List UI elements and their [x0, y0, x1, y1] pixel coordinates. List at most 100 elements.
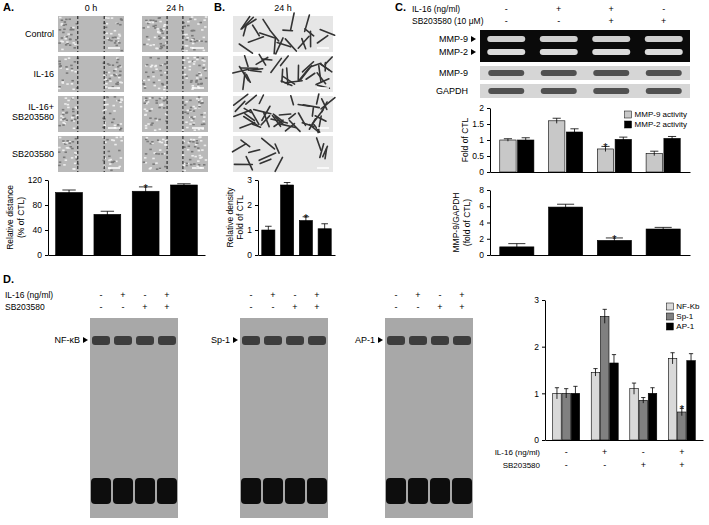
cell: [197, 23, 200, 25]
cell: [107, 63, 110, 65]
cell: [196, 142, 199, 144]
treatment-sign: -: [505, 16, 508, 26]
blot-band: [541, 88, 577, 94]
cell: [233, 144, 246, 152]
y-tick: 2: [479, 103, 490, 113]
cell: [254, 110, 271, 114]
cell: [158, 119, 161, 121]
gel-label: AP-1: [355, 335, 375, 345]
panel-label: B.: [214, 1, 225, 13]
cell: [160, 74, 163, 76]
cell: [303, 62, 314, 72]
bar: [518, 140, 534, 172]
cell: [75, 156, 78, 158]
cell: [69, 39, 72, 41]
cell: [66, 72, 69, 74]
y-tick: 0.5: [472, 151, 490, 161]
cell: [153, 82, 156, 84]
annotations: *: [612, 233, 617, 245]
cell: [195, 80, 198, 82]
y-tick: 40: [33, 225, 48, 235]
legend-item: MMP-2 activity: [625, 120, 687, 129]
cell: [158, 88, 161, 90]
bar: [678, 412, 686, 440]
cell: [120, 157, 123, 159]
cell: [105, 83, 108, 85]
cell: [233, 69, 249, 73]
cell: [119, 35, 122, 37]
treatment-sign: +: [164, 302, 169, 312]
cell: [155, 102, 158, 104]
bar: [639, 400, 647, 440]
cell: [62, 140, 65, 142]
row-label: Control: [25, 29, 54, 39]
cell: [204, 70, 207, 72]
treatment-sign: +: [459, 302, 464, 312]
cell: [66, 41, 69, 43]
treatment-sign: +: [314, 302, 319, 312]
cell: [154, 118, 157, 120]
cell: [143, 44, 146, 46]
cell: [158, 32, 161, 34]
error-bar-stem: [672, 353, 673, 364]
cell: [150, 167, 153, 169]
cell: [205, 77, 208, 79]
error-bar-stem: [107, 211, 108, 217]
y-axis-line: [545, 301, 546, 441]
cell: [324, 62, 326, 71]
cell: [63, 157, 65, 159]
error-bar-stem: [574, 129, 575, 135]
cell: [263, 19, 269, 29]
chart: *0123NF-KbSp-1AP-1IL-16 (ng/ml)-+-+SB203…: [495, 295, 704, 470]
cell: [64, 103, 67, 105]
cell: [145, 100, 148, 102]
legend: MMP-9 activityMMP-2 activity: [625, 110, 687, 129]
scale-bar: [192, 87, 204, 89]
cell: [118, 77, 121, 79]
cell: [120, 50, 123, 52]
bar: [646, 153, 662, 172]
cell: [58, 86, 61, 88]
cell: [69, 142, 72, 144]
y-tick: 2: [479, 234, 490, 244]
y-tick-label: 6: [479, 201, 484, 211]
y-tick-label: 0: [479, 167, 484, 177]
cell: [67, 104, 70, 106]
legend-label: AP-1: [676, 322, 694, 331]
cell: [145, 127, 148, 129]
cell: [198, 150, 201, 152]
treatment-sign: +: [459, 290, 464, 300]
cell: [108, 72, 111, 74]
x-axis: [491, 255, 691, 257]
cell: [60, 119, 63, 121]
cell: [276, 38, 283, 54]
panel-label: A.: [3, 1, 14, 13]
gel-band: [453, 336, 471, 345]
cell: [65, 44, 68, 46]
cell: [199, 22, 202, 24]
error-bar: [508, 244, 525, 251]
bar: [549, 121, 565, 172]
cell: [193, 116, 196, 118]
blot-band: [593, 88, 629, 94]
cell: [65, 66, 68, 68]
cell: [203, 164, 206, 166]
y-axis: 0123: [534, 295, 545, 445]
cell: [109, 78, 112, 80]
cell: [72, 115, 75, 117]
plot-marks: [56, 184, 198, 255]
cell: [189, 18, 192, 20]
cell: [149, 45, 152, 47]
error-bar: [321, 224, 328, 234]
cell: [235, 101, 245, 111]
cell: [108, 160, 111, 162]
cell: [188, 61, 191, 63]
cell: [151, 65, 154, 67]
error-bar-cap: [557, 204, 574, 205]
gel-band: [92, 336, 110, 345]
free-probe: [91, 478, 111, 504]
scratch-edge: [77, 96, 78, 132]
bar: [610, 363, 618, 440]
cell: [69, 29, 72, 31]
y-axis-title: (% of CTL): [16, 197, 26, 238]
